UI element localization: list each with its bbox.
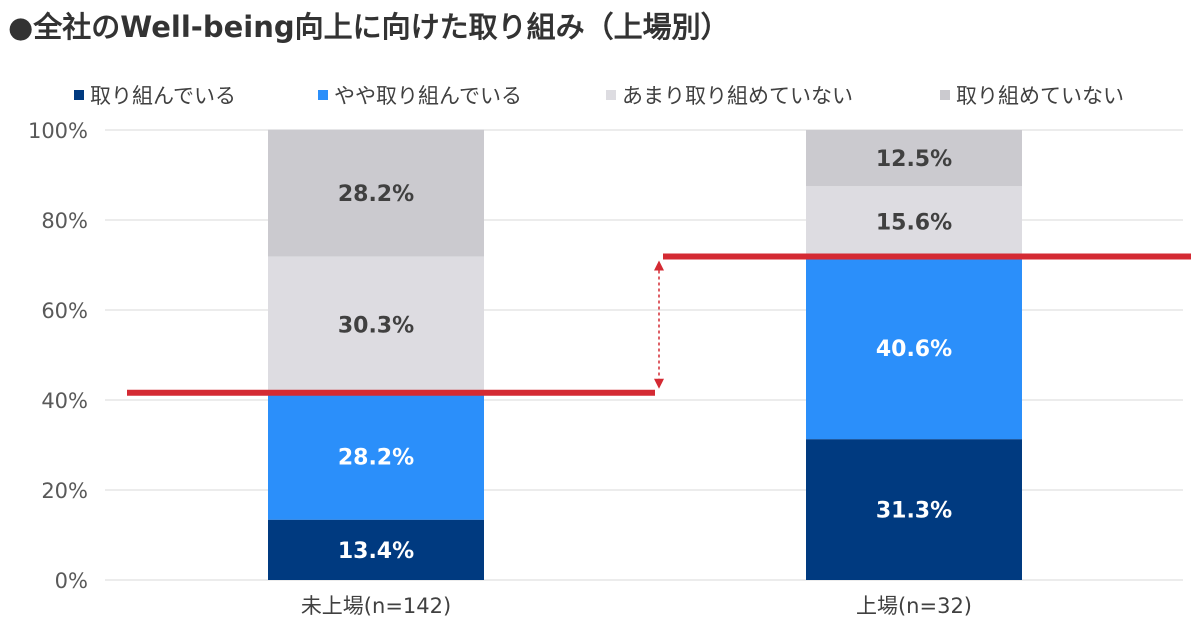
legend-item-3: あまり取り組めていない	[606, 80, 853, 110]
bar-segment	[268, 392, 484, 520]
data-label: 12.5%	[876, 147, 952, 172]
y-tick-label: 100%	[28, 119, 88, 143]
legend-item-2: やや取り組んでいる	[318, 80, 522, 110]
legend-label-2: やや取り組んでいる	[334, 84, 522, 108]
bar-segment	[806, 439, 1022, 580]
bar-segment	[806, 130, 1022, 187]
data-label: 28.2%	[338, 445, 414, 470]
y-tick-label: 80%	[41, 209, 88, 233]
data-label: 31.3%	[876, 499, 952, 524]
bar-segment	[268, 519, 484, 580]
data-label: 13.4%	[338, 539, 414, 564]
arrow-head-up	[654, 260, 664, 271]
legend-item-1: 取り組んでいる	[74, 80, 236, 110]
bar-segment	[806, 256, 1022, 440]
data-label: 30.3%	[338, 314, 414, 339]
bar-segment	[268, 256, 484, 393]
data-label: 28.2%	[338, 182, 414, 207]
data-label: 40.6%	[876, 337, 952, 362]
chart-title: ●全社のWell-being向上に向けた取り組み（上場別）	[8, 10, 730, 44]
legend-label-4: 取り組めていない	[956, 84, 1124, 108]
legend-label-3: あまり取り組めていない	[622, 84, 853, 108]
bar-segment	[268, 129, 484, 257]
category-label: 上場(n=32)	[856, 594, 972, 618]
bar-segment	[806, 186, 1022, 257]
y-tick-label: 20%	[41, 479, 88, 503]
y-tick-label: 40%	[41, 389, 88, 413]
legend-swatch-1	[74, 90, 84, 100]
legend-swatch-2	[318, 90, 328, 100]
data-label: 15.6%	[876, 210, 952, 235]
category-label: 未上場(n=142)	[301, 594, 451, 618]
legend-item-4: 取り組めていない	[940, 80, 1124, 110]
y-tick-label: 60%	[41, 299, 88, 323]
arrow-head-down	[654, 378, 664, 389]
legend-label-1: 取り組んでいる	[90, 84, 236, 108]
legend-swatch-4	[940, 90, 950, 100]
y-tick-label: 0%	[55, 569, 88, 593]
legend-swatch-3	[606, 90, 616, 100]
